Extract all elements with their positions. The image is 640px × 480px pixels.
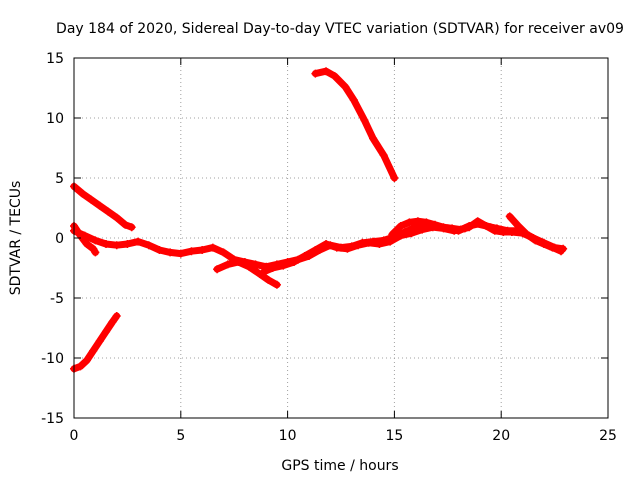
- y-tick-label: 0: [55, 231, 64, 247]
- series-markers-arc-8: [388, 217, 516, 239]
- y-axis-label: SDTVAR / TECUs: [8, 181, 24, 296]
- series-layer: [70, 67, 568, 373]
- x-tick-label: 25: [599, 428, 617, 444]
- x-tick-label: 5: [176, 428, 185, 444]
- series-line-arc-3: [70, 312, 121, 373]
- x-tick-label: 10: [279, 428, 297, 444]
- y-tick-label: 10: [46, 111, 64, 127]
- chart-title: Day 184 of 2020, Sidereal Day-to-day VTE…: [56, 21, 624, 37]
- y-tick-label: -5: [50, 291, 64, 307]
- x-tick-label: 15: [385, 428, 403, 444]
- x-tick-label: 0: [70, 428, 79, 444]
- y-tick-label: -10: [41, 351, 64, 367]
- y-tick-label: -15: [41, 411, 64, 427]
- y-tick-label: 5: [55, 171, 64, 187]
- series-markers-arc-1: [311, 67, 399, 182]
- tick-layer: 0 5 10 15 20 25 -15 -10 -5 0 5 10 15: [41, 51, 617, 444]
- series-line-arc-2: [70, 182, 136, 231]
- series-markers-arc-9: [505, 212, 566, 254]
- x-tick-label: 20: [492, 428, 510, 444]
- series-markers-arc-6: [213, 258, 281, 289]
- y-tick-label: 15: [46, 51, 64, 67]
- x-axis-label: GPS time / hours: [281, 458, 398, 474]
